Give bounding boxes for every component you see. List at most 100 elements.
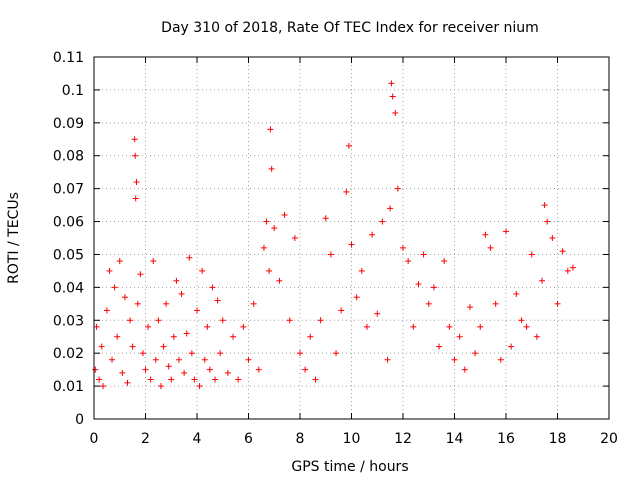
data-point — [492, 300, 499, 307]
x-tick-label: 8 — [296, 431, 305, 447]
data-point — [420, 251, 427, 258]
data-point — [363, 323, 370, 330]
data-point — [415, 281, 422, 288]
data-point — [250, 300, 257, 307]
data-point — [217, 350, 224, 357]
data-point — [150, 258, 157, 265]
data-point — [245, 356, 252, 363]
data-point — [539, 277, 546, 284]
data-point — [327, 251, 334, 258]
data-point — [181, 369, 188, 376]
y-tick-label: 0.11 — [53, 50, 84, 66]
data-point — [353, 294, 360, 301]
data-point — [206, 366, 213, 373]
data-point — [541, 202, 548, 209]
data-point — [121, 294, 128, 301]
data-point — [191, 376, 198, 383]
data-point — [281, 211, 288, 218]
data-point — [513, 290, 520, 297]
data-point — [133, 179, 140, 186]
data-point — [196, 383, 203, 390]
data-point — [312, 376, 319, 383]
data-point — [106, 267, 113, 274]
data-point — [523, 323, 530, 330]
y-tick-label: 0 — [75, 412, 84, 428]
data-point — [436, 343, 443, 350]
data-point — [405, 258, 412, 265]
x-tick-labels: 0 2 4 6 8 10 12 14 16 18 20 — [90, 431, 618, 447]
data-point — [345, 142, 352, 149]
x-tick-label: 20 — [600, 431, 618, 447]
data-point — [168, 376, 175, 383]
data-point — [446, 323, 453, 330]
data-point — [379, 218, 386, 225]
data-point — [116, 258, 123, 265]
data-point — [92, 366, 99, 373]
data-point — [188, 350, 195, 357]
data-point — [109, 356, 116, 363]
y-tick-label: 0.04 — [53, 280, 84, 296]
data-point — [487, 244, 494, 251]
data-point — [441, 258, 448, 265]
data-point — [271, 225, 278, 232]
data-point — [155, 317, 162, 324]
data-point — [173, 277, 180, 284]
data-point — [348, 241, 355, 248]
x-tick-label: 10 — [343, 431, 361, 447]
data-point — [466, 304, 473, 311]
data-point — [392, 109, 399, 116]
data-point — [263, 218, 270, 225]
data-point — [266, 267, 273, 274]
x-tick-label: 0 — [90, 431, 99, 447]
data-point — [549, 235, 556, 241]
data-point — [430, 284, 437, 291]
data-point — [100, 383, 107, 390]
y-axis-label: ROTI / TECUs — [6, 192, 22, 284]
data-point — [554, 300, 561, 307]
y-tick-label: 0.05 — [53, 247, 84, 263]
x-tick-label: 12 — [394, 431, 412, 447]
data-point — [163, 300, 170, 307]
data-point — [482, 231, 489, 238]
data-point — [145, 323, 152, 330]
data-point — [528, 251, 535, 258]
data-point — [544, 218, 551, 225]
y-tick-label: 0.09 — [53, 116, 84, 132]
data-point — [297, 350, 303, 357]
data-point — [400, 244, 406, 251]
data-point — [157, 383, 164, 390]
y-tick-labels: 0 0.01 0.02 0.03 0.04 0.05 0.06 0.07 0.08 0.09 0.1… — [53, 50, 84, 428]
data-point — [569, 264, 576, 271]
data-point — [497, 356, 504, 363]
data-point — [410, 323, 417, 330]
x-tick-label: 2 — [141, 431, 150, 447]
data-point — [111, 284, 118, 291]
data-point — [268, 165, 275, 172]
data-point — [374, 310, 381, 317]
data-point — [119, 369, 126, 376]
y-tick-label: 0.1 — [62, 83, 84, 99]
x-tick-label: 6 — [244, 431, 253, 447]
data-point — [451, 356, 458, 363]
data-point — [235, 376, 242, 383]
data-point — [333, 350, 340, 357]
y-tick-label: 0.01 — [53, 379, 84, 395]
data-point — [132, 195, 139, 202]
y-tick-label: 0.03 — [53, 313, 84, 329]
data-point — [338, 307, 345, 314]
data-point — [384, 356, 391, 363]
data-point — [276, 277, 283, 284]
data-point — [461, 366, 468, 373]
data-point — [201, 356, 208, 363]
y-tick-label: 0.08 — [53, 149, 84, 165]
data-point — [129, 343, 136, 350]
data-point — [212, 376, 219, 383]
data-point — [343, 188, 350, 195]
axis-ticks — [93, 56, 610, 420]
data-point — [302, 366, 309, 373]
data-point — [124, 379, 131, 386]
data-point — [137, 271, 144, 278]
data-point — [358, 267, 365, 274]
